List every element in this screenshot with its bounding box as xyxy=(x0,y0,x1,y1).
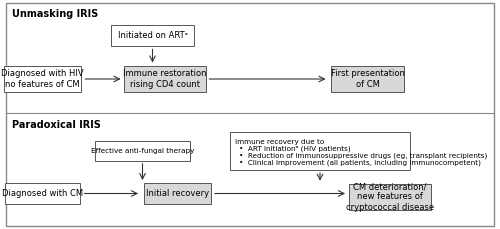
FancyBboxPatch shape xyxy=(331,66,404,92)
Text: Immune restoration
rising CD4 count: Immune restoration rising CD4 count xyxy=(123,69,207,89)
Text: Initiated on ARTᵃ: Initiated on ARTᵃ xyxy=(118,31,188,40)
Text: Initial recovery: Initial recovery xyxy=(146,189,209,198)
FancyBboxPatch shape xyxy=(111,25,194,46)
FancyBboxPatch shape xyxy=(95,141,190,161)
FancyBboxPatch shape xyxy=(4,66,81,92)
Text: Effective anti-fungal therapy: Effective anti-fungal therapy xyxy=(91,148,194,154)
Text: CM deterioration/
new features of
cryptococcal disease: CM deterioration/ new features of crypto… xyxy=(346,182,434,212)
FancyBboxPatch shape xyxy=(124,66,206,92)
Text: •  Clinical improvement (all patients, including immunocompetent): • Clinical improvement (all patients, in… xyxy=(239,159,481,166)
FancyBboxPatch shape xyxy=(349,184,431,210)
FancyBboxPatch shape xyxy=(5,183,80,204)
Text: First presentation
of CM: First presentation of CM xyxy=(330,69,404,89)
Text: Diagnosed with HIV
no features of CM: Diagnosed with HIV no features of CM xyxy=(1,69,84,89)
Text: Diagnosed with CM: Diagnosed with CM xyxy=(2,189,83,198)
Text: •  ART initiationᵃ (HIV patients): • ART initiationᵃ (HIV patients) xyxy=(239,146,350,153)
Text: Unmasking IRIS: Unmasking IRIS xyxy=(12,9,99,19)
FancyBboxPatch shape xyxy=(230,132,410,170)
Text: Immune recovery due to: Immune recovery due to xyxy=(235,139,324,145)
Text: Paradoxical IRIS: Paradoxical IRIS xyxy=(12,120,102,130)
Text: •  Reduction of immunosuppressive drugs (eg, transplant recipients): • Reduction of immunosuppressive drugs (… xyxy=(239,153,487,159)
FancyBboxPatch shape xyxy=(144,183,211,204)
